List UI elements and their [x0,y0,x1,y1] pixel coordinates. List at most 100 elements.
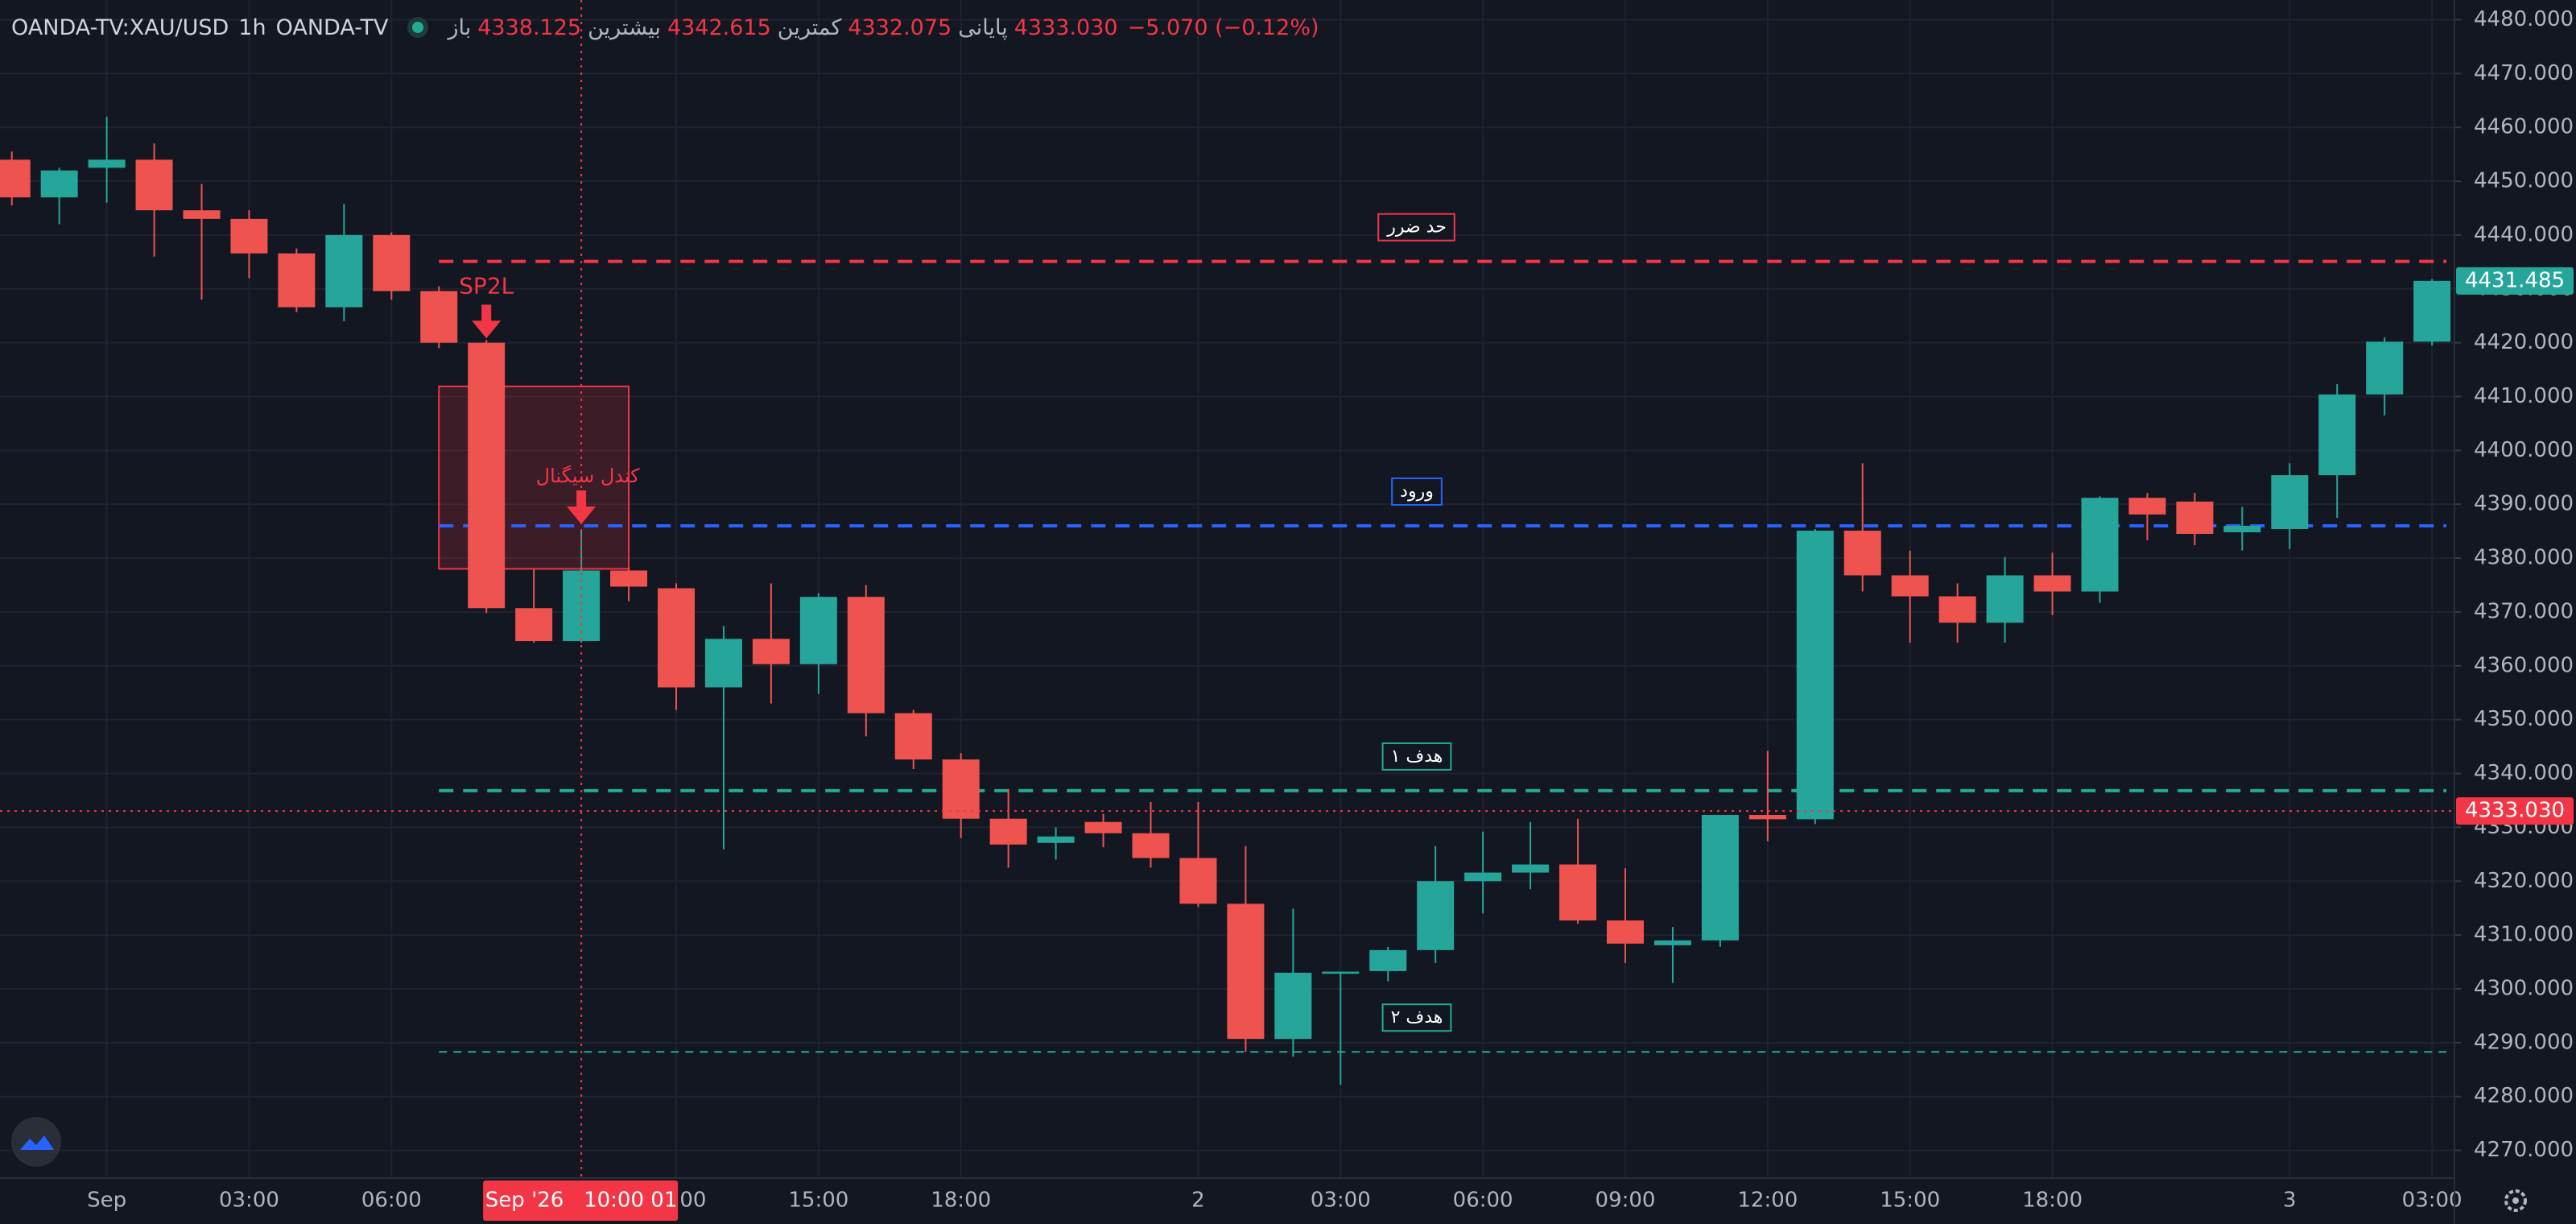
x-tick-label: 18:00 [2022,1189,2083,1213]
ohlc-value: 4342.615 [667,14,771,40]
x-tick-label: 3 [2283,1189,2297,1213]
y-tick-label: 4270.000 [2474,1138,2574,1162]
candle-body [135,159,173,211]
last-price-label: 4431.485 [2465,268,2565,292]
candle-body [2318,394,2356,476]
ohlc-label: پایانی [958,14,1008,40]
y-tick-label: 4320.000 [2474,869,2574,893]
signal-arrow-shaft [481,304,492,323]
candle-body [1748,815,1786,820]
change: −5.070 (−0.12%) [1127,14,1319,40]
x-tick-label: 18:00 [931,1189,991,1213]
crosshair-price-badge [2456,797,2574,825]
candle-body [2128,498,2166,515]
candle-body [2223,525,2261,532]
candle-body [1796,530,1834,820]
y-tick-label: 4290.000 [2474,1030,2574,1054]
x-tick-label: Sep [87,1189,126,1213]
candle-body [989,818,1027,845]
y-tick-label: 4350.000 [2474,707,2574,731]
level-label-text: هدف ۲ [1391,1007,1443,1028]
candle-body [2176,501,2214,535]
level-label-box [1377,213,1455,242]
candle-body [1653,940,1691,945]
candle-body [1037,836,1075,843]
y-tick-label: 4280.000 [2474,1084,2574,1108]
ohlc-label: باز [448,14,472,40]
candle-body [88,159,126,168]
status-dot [412,22,424,33]
candle-body [1891,575,1929,597]
y-tick-label: 4450.000 [2474,169,2574,193]
level-label: ورود [1391,477,1443,506]
level-label-box [1391,477,1443,506]
candle-body [230,218,268,254]
signal-label: SP2L [459,272,514,299]
y-tick-label: 4480.000 [2474,7,2574,31]
zone-label: کندل سیگنال [536,465,641,487]
candle-body [2081,498,2119,592]
x-tick-label: 2 [1191,1189,1205,1213]
settings-hub [2512,1197,2519,1204]
candle-body [799,597,837,664]
candle-body [468,342,506,609]
candle-body [1417,881,1455,950]
interval[interactable]: 1h [238,14,266,40]
level-label: هدف ۲ [1381,1003,1452,1032]
logo [11,1117,61,1167]
symbol[interactable]: OANDA-TV:XAU/USD [11,14,229,40]
source: OANDA-TV [275,14,389,40]
candle-body [1843,530,1881,576]
candle-body [563,570,601,642]
x-tick-label: 03:00 [1311,1189,1371,1213]
candle-body [658,588,695,688]
candle-body [40,170,78,198]
level-label-text: ورود [1400,482,1434,502]
candle-body [420,291,458,343]
ohlc-values: باز 4338.125 بیشترین 4342.615 کمترین 4332.075… [448,15,1117,40]
ohlc-value: 4338.125 [477,14,582,40]
candle-body [325,234,363,308]
y-tick-label: 4440.000 [2474,222,2574,246]
candle-body [1132,833,1170,858]
ohlc-value: 4333.030 [1013,14,1118,40]
candle-body [515,608,553,642]
y-tick-label: 4400.000 [2474,438,2574,462]
candle-body [1986,575,2024,623]
candle-body [2413,280,2451,342]
candle-body [373,234,411,292]
candle-body [183,210,221,219]
x-tick-label: 09:00 [1596,1189,1656,1213]
candle-body [1369,949,1407,971]
x-tick-label: 15:00 [788,1189,848,1213]
x-tick-label: 03:00 [219,1189,279,1213]
crosshair-time-badge [483,1181,679,1221]
level-label-box [1381,1003,1452,1032]
y-tick-label: 4340.000 [2474,761,2574,785]
crosshair-time-label: Sep '26 10:00 01 [485,1189,678,1213]
x-tick-label: 03:00 [2402,1189,2462,1213]
y-tick-label: 4420.000 [2474,330,2574,354]
y-tick-label: 4300.000 [2474,976,2574,1000]
candle-body [1274,972,1312,1040]
y-tick-label: 4310.000 [2474,923,2574,947]
candle-body [1322,971,1360,974]
candle-body [1227,904,1265,1040]
logo-mark [20,1135,54,1150]
candle-body [1512,864,1550,873]
zone-arrow-shaft [576,490,587,508]
x-tick-label: 12:00 [1737,1189,1798,1213]
ohlc-label: کمترین [777,14,842,40]
candle-body [894,713,932,760]
signal-arrow-head [472,320,502,339]
settings-gear [2504,1189,2527,1212]
y-tick-label: 4380.000 [2474,546,2574,570]
y-tick-label: 4470.000 [2474,61,2574,85]
x-tick-label: 15:00 [1880,1189,1940,1213]
level-label: هدف ۱ [1381,742,1452,771]
ohlc-value: 4332.075 [848,14,952,40]
settings-icon[interactable] [2504,1189,2527,1212]
candle-body [278,253,316,308]
candle-body [942,759,980,819]
